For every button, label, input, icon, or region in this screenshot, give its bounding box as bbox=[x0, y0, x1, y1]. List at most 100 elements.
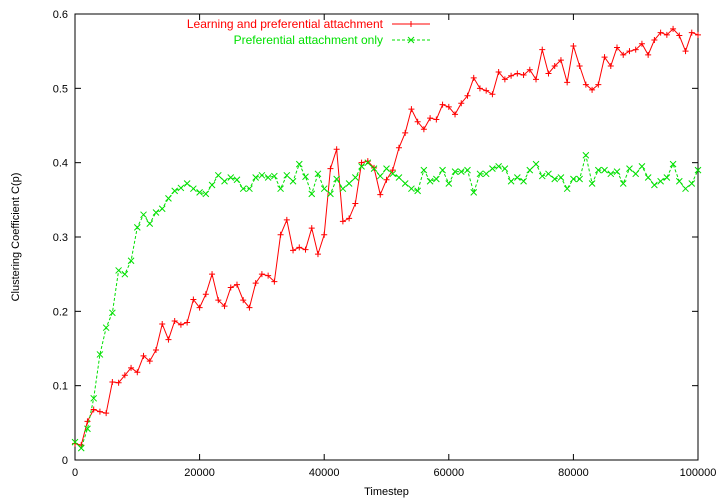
series-learning bbox=[72, 25, 701, 449]
x-axis-label: Timestep bbox=[364, 486, 409, 498]
data-point bbox=[352, 200, 359, 207]
data-point bbox=[233, 281, 240, 288]
data-point bbox=[202, 291, 209, 298]
data-point bbox=[345, 180, 353, 187]
x-tick-label: 40000 bbox=[309, 467, 340, 479]
y-tick-label: 0.6 bbox=[53, 9, 68, 21]
data-point bbox=[227, 174, 235, 181]
data-point bbox=[389, 167, 396, 174]
data-point bbox=[296, 244, 303, 251]
data-point bbox=[464, 166, 471, 174]
data-point bbox=[314, 170, 322, 178]
data-point bbox=[688, 180, 696, 187]
data-point bbox=[252, 174, 260, 181]
data-point bbox=[383, 176, 390, 183]
legend-label-preferential: Preferential attachment only bbox=[234, 33, 383, 47]
data-point bbox=[694, 166, 702, 174]
legend: Learning and preferential attachment Pre… bbox=[187, 17, 430, 47]
data-point bbox=[688, 29, 695, 36]
data-point bbox=[258, 271, 265, 278]
data-point bbox=[184, 319, 191, 326]
data-point bbox=[351, 174, 359, 181]
data-point bbox=[520, 71, 527, 78]
series-preferential bbox=[71, 151, 702, 452]
data-point bbox=[445, 103, 452, 110]
data-point bbox=[165, 336, 172, 343]
data-point bbox=[526, 166, 534, 174]
data-point bbox=[576, 175, 583, 183]
data-point bbox=[526, 66, 533, 73]
data-point bbox=[401, 180, 409, 187]
data-point bbox=[177, 321, 184, 328]
data-point bbox=[476, 170, 484, 178]
data-point bbox=[632, 170, 640, 178]
data-point bbox=[601, 54, 608, 61]
y-tick-label: 0.1 bbox=[53, 381, 68, 393]
data-point bbox=[214, 171, 222, 179]
x-tick-label: 0 bbox=[72, 467, 78, 479]
data-point bbox=[127, 257, 135, 265]
data-point bbox=[588, 180, 596, 187]
data-point bbox=[657, 177, 664, 185]
data-point bbox=[645, 51, 652, 58]
data-point bbox=[246, 185, 253, 193]
data-point bbox=[183, 180, 191, 187]
series-line bbox=[74, 28, 699, 446]
data-point bbox=[433, 116, 440, 123]
series-line bbox=[74, 155, 699, 450]
x-tick-label: 80000 bbox=[558, 467, 589, 479]
data-point bbox=[115, 379, 122, 386]
data-point bbox=[551, 175, 559, 183]
data-point bbox=[557, 57, 564, 64]
y-tick-label: 0 bbox=[62, 455, 68, 467]
data-point bbox=[240, 297, 247, 304]
data-point bbox=[594, 166, 602, 174]
data-point bbox=[159, 320, 166, 327]
data-point bbox=[215, 297, 222, 304]
data-point bbox=[202, 190, 210, 198]
data-point bbox=[570, 175, 577, 183]
data-point bbox=[395, 144, 402, 151]
data-point bbox=[439, 166, 446, 174]
data-point bbox=[538, 172, 546, 180]
data-point bbox=[133, 223, 141, 231]
data-point bbox=[370, 165, 378, 172]
data-point bbox=[670, 25, 677, 32]
legend-label-learning: Learning and preferential attachment bbox=[187, 17, 384, 31]
data-point bbox=[140, 352, 147, 359]
data-point bbox=[283, 171, 291, 179]
y-tick-label: 0.2 bbox=[53, 306, 68, 318]
data-point bbox=[682, 185, 689, 193]
data-point bbox=[620, 51, 627, 58]
data-point bbox=[171, 317, 178, 324]
data-point bbox=[470, 74, 477, 81]
data-point bbox=[302, 246, 309, 253]
data-point bbox=[158, 205, 166, 213]
data-point bbox=[208, 181, 216, 189]
data-point bbox=[327, 190, 334, 198]
data-point bbox=[464, 92, 471, 99]
data-point bbox=[551, 63, 558, 70]
data-point bbox=[209, 271, 216, 278]
data-point bbox=[152, 346, 159, 353]
data-point bbox=[271, 172, 278, 180]
data-point bbox=[308, 190, 316, 198]
data-point bbox=[420, 166, 428, 174]
data-point bbox=[564, 79, 571, 86]
y-tick-label: 0.4 bbox=[53, 158, 68, 170]
data-point bbox=[651, 181, 658, 189]
data-point bbox=[103, 410, 110, 417]
data-point bbox=[426, 177, 434, 185]
data-point bbox=[277, 231, 284, 238]
axes bbox=[74, 13, 699, 461]
data-point bbox=[532, 160, 540, 168]
y-axis-label: Clustering Coefficient C(p) bbox=[10, 173, 22, 302]
data-point bbox=[626, 48, 633, 55]
data-point bbox=[327, 165, 334, 172]
data-point bbox=[414, 118, 421, 125]
data-point bbox=[264, 174, 272, 181]
data-point bbox=[489, 91, 496, 98]
data-point bbox=[452, 111, 459, 118]
data-point bbox=[109, 309, 116, 317]
data-point bbox=[427, 115, 434, 122]
